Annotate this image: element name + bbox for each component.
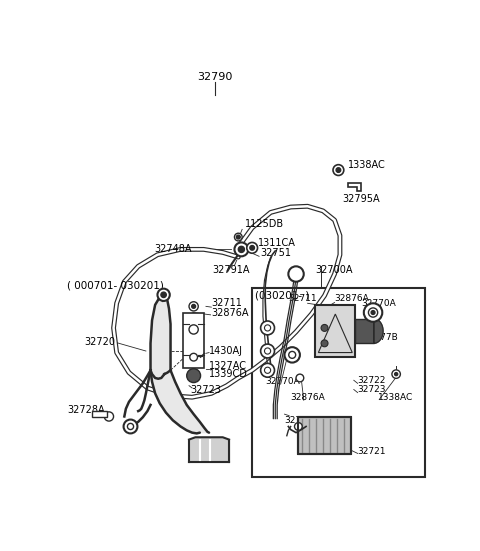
Circle shape bbox=[189, 325, 198, 334]
Circle shape bbox=[321, 325, 328, 331]
Text: (030201- ): (030201- ) bbox=[255, 290, 310, 301]
Text: 32721: 32721 bbox=[358, 447, 386, 456]
Text: 32711: 32711 bbox=[288, 294, 317, 303]
Circle shape bbox=[321, 340, 328, 347]
Circle shape bbox=[187, 369, 201, 382]
Bar bbox=[355, 318, 374, 343]
Text: 1339CD: 1339CD bbox=[209, 369, 248, 379]
Text: 32790: 32790 bbox=[197, 72, 233, 82]
Circle shape bbox=[264, 348, 271, 354]
Circle shape bbox=[261, 344, 275, 358]
Text: 32748A: 32748A bbox=[155, 245, 192, 255]
Bar bbox=[183, 312, 204, 368]
Text: 32700A: 32700A bbox=[315, 265, 353, 275]
Circle shape bbox=[364, 303, 382, 322]
Text: 32876A: 32876A bbox=[211, 307, 249, 317]
Circle shape bbox=[264, 367, 271, 374]
Circle shape bbox=[296, 374, 304, 382]
Text: 32751: 32751 bbox=[260, 249, 291, 258]
Circle shape bbox=[336, 168, 341, 172]
Bar bbox=[299, 417, 351, 454]
Circle shape bbox=[247, 242, 258, 253]
Bar bbox=[252, 288, 425, 477]
Circle shape bbox=[123, 419, 137, 434]
Text: 32720: 32720 bbox=[285, 416, 313, 425]
Text: 32720: 32720 bbox=[84, 337, 115, 347]
Bar bbox=[92, 411, 108, 417]
Circle shape bbox=[392, 370, 400, 379]
Circle shape bbox=[104, 412, 114, 421]
Circle shape bbox=[288, 266, 304, 282]
Circle shape bbox=[261, 321, 275, 335]
Bar bbox=[315, 305, 355, 357]
Text: 32711: 32711 bbox=[211, 298, 242, 308]
Text: 43777B: 43777B bbox=[364, 333, 398, 342]
Circle shape bbox=[234, 233, 242, 241]
Text: 32728A: 32728A bbox=[67, 406, 105, 415]
Text: 1125DB: 1125DB bbox=[244, 219, 284, 229]
Text: 32723: 32723 bbox=[358, 385, 386, 394]
Circle shape bbox=[264, 325, 271, 331]
Circle shape bbox=[333, 165, 344, 175]
Circle shape bbox=[371, 311, 375, 315]
Circle shape bbox=[238, 246, 244, 252]
Circle shape bbox=[395, 372, 398, 376]
Text: 1430AJ: 1430AJ bbox=[209, 346, 243, 356]
Circle shape bbox=[234, 242, 248, 256]
Text: 32876A: 32876A bbox=[335, 294, 369, 303]
Circle shape bbox=[261, 363, 275, 377]
Circle shape bbox=[192, 305, 195, 309]
Text: 32770A: 32770A bbox=[361, 299, 396, 308]
Circle shape bbox=[295, 423, 302, 430]
Bar bbox=[299, 417, 351, 454]
Text: 1327AC: 1327AC bbox=[209, 361, 247, 371]
Text: 1338AC: 1338AC bbox=[348, 160, 385, 170]
Text: 1338AC: 1338AC bbox=[378, 393, 414, 402]
Polygon shape bbox=[151, 370, 209, 434]
Text: 32795A: 32795A bbox=[342, 193, 380, 203]
Text: ( 000701- 030201): ( 000701- 030201) bbox=[67, 280, 164, 290]
Text: 32876A: 32876A bbox=[291, 393, 325, 402]
Circle shape bbox=[369, 308, 378, 317]
Text: 32723: 32723 bbox=[191, 385, 222, 395]
Text: 32722: 32722 bbox=[358, 376, 386, 385]
Text: 32791A: 32791A bbox=[212, 265, 249, 275]
Text: 32770A: 32770A bbox=[265, 377, 300, 386]
Circle shape bbox=[289, 352, 296, 358]
Circle shape bbox=[236, 235, 240, 239]
Polygon shape bbox=[151, 295, 170, 370]
Circle shape bbox=[189, 302, 198, 311]
Text: 1311CA: 1311CA bbox=[258, 238, 295, 248]
Circle shape bbox=[190, 353, 197, 361]
Polygon shape bbox=[374, 318, 383, 343]
Circle shape bbox=[250, 246, 254, 250]
Circle shape bbox=[157, 289, 170, 301]
Circle shape bbox=[127, 423, 133, 430]
Circle shape bbox=[161, 292, 166, 298]
Circle shape bbox=[285, 347, 300, 363]
